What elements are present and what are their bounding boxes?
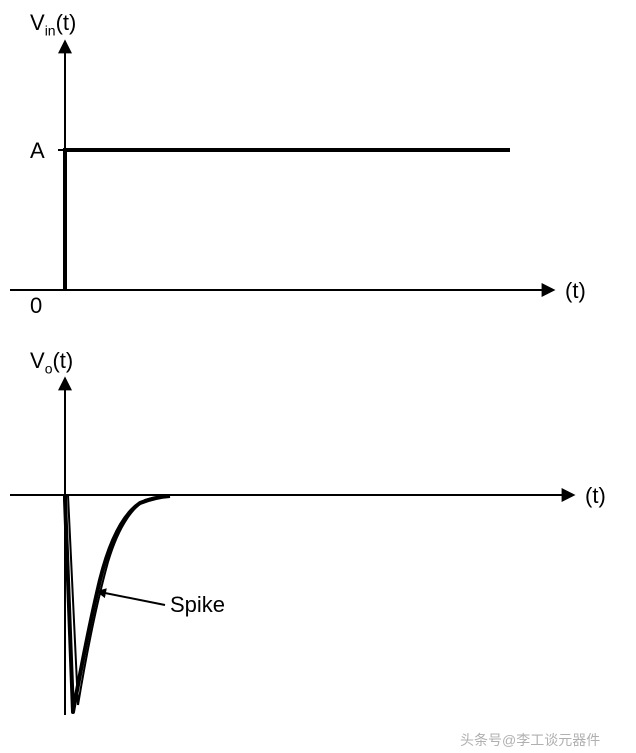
step-input-signal bbox=[65, 150, 510, 290]
spike-annotation-label: Spike bbox=[170, 592, 225, 618]
bottom-y-axis-label: Vo(t) bbox=[30, 348, 73, 376]
bottom-x-axis-label: (t) bbox=[585, 483, 606, 509]
top-y-axis-label: Vin(t) bbox=[30, 10, 76, 38]
diagram-canvas bbox=[0, 0, 636, 753]
top-origin-label: 0 bbox=[30, 293, 42, 319]
top-level-label: A bbox=[30, 138, 45, 164]
spike-annotation-arrow bbox=[100, 592, 165, 605]
watermark-text: 头条号@李工谈元器件 bbox=[460, 730, 600, 750]
top-x-axis-label: (t) bbox=[565, 278, 586, 304]
